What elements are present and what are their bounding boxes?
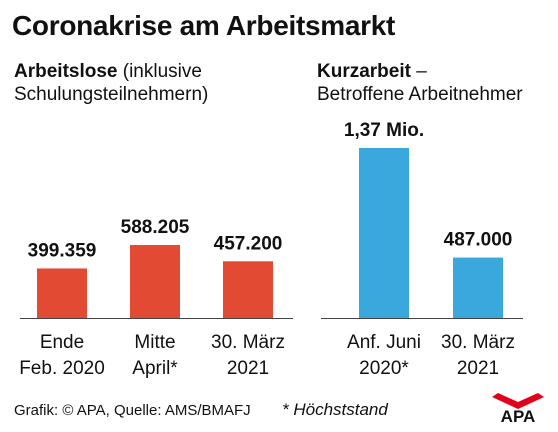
- category-label: Feb. 2020: [19, 358, 105, 379]
- value-label: 457.200: [214, 233, 283, 254]
- category-label: 2021: [457, 358, 499, 379]
- category-label: Anf. Juni: [347, 332, 421, 353]
- bar: [453, 257, 503, 318]
- category-label: 2021: [227, 358, 269, 379]
- subtitle-unemployed-line2: Schulungsteilnehmern): [14, 84, 209, 105]
- subtitle-shorttime: Kurzarbeit – Betroffene Arbeitnehmer: [317, 60, 523, 106]
- category-label: Ende: [40, 332, 84, 353]
- category-label: 30. März: [441, 332, 515, 353]
- subtitle-unemployed: Arbeitslose (inklusive Schulungsteilnehm…: [14, 60, 208, 106]
- bar: [37, 268, 87, 318]
- value-label: 487.000: [444, 230, 513, 251]
- bar: [359, 148, 409, 318]
- category-label: 2020*: [359, 358, 409, 379]
- subtitle-unemployed-line1: Arbeitslose (inklusive: [14, 60, 208, 83]
- value-label: 1,37 Mio.: [344, 120, 424, 141]
- bar: [223, 261, 273, 318]
- logo-text: APA: [501, 407, 536, 424]
- value-label: 399.359: [28, 240, 97, 261]
- subtitle-shorttime-line2: Betroffene Arbeitnehmer: [317, 84, 523, 105]
- subtitle-unemployed-rest: (inklusive: [117, 61, 202, 82]
- subtitle-shorttime-bold: Kurzarbeit: [317, 61, 411, 82]
- bar: [130, 245, 180, 318]
- logo-chevron: [492, 393, 544, 409]
- source-note: Grafik: © APA, Quelle: AMS/BMAFJ: [14, 402, 251, 419]
- apa-logo: APA: [492, 393, 544, 424]
- value-label: 588.205: [121, 217, 190, 238]
- subtitle-shorttime-line1: Kurzarbeit –: [317, 60, 523, 83]
- category-label: 30. März: [211, 332, 285, 353]
- chart-title: Coronakrise am Arbeitsmarkt: [12, 10, 396, 41]
- footnote: * Höchststand: [282, 400, 388, 419]
- category-label: Mitte: [134, 332, 175, 353]
- subtitle-shorttime-rest: –: [410, 61, 427, 82]
- category-label: April*: [132, 358, 178, 379]
- subtitle-unemployed-bold: Arbeitslose: [14, 61, 118, 82]
